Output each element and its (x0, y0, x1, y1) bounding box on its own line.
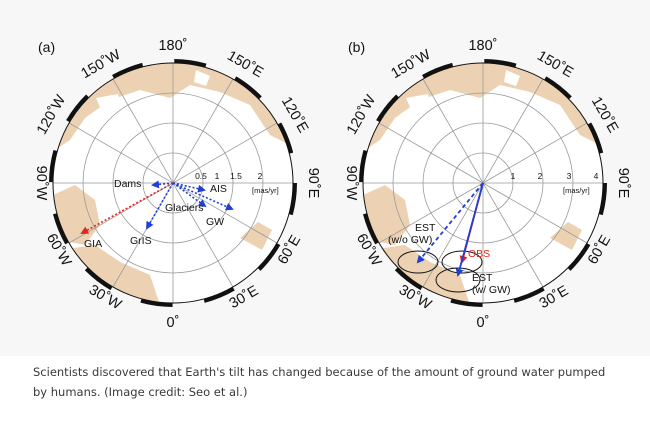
rim-label-150e: 150˚E (534, 48, 576, 81)
vector-label-gris: GrIS (130, 235, 152, 247)
rim-label-90e: 90˚E (615, 168, 631, 199)
vector-est-wo-gw (416, 182, 484, 264)
panel-b: (b) (343, 38, 631, 331)
scale-unit: [mas/yr] (252, 186, 279, 195)
scale-tick-label: 1.5 (230, 171, 242, 181)
vector-glaciers (172, 182, 207, 208)
vector-label-gw: GW (206, 216, 224, 228)
scale-tick-label: 2 (538, 171, 543, 181)
vector-gris (145, 182, 174, 230)
scale-tick-label: 1 (511, 171, 516, 181)
vector-label-obs: OBS (468, 248, 490, 260)
scale-tick-label: 3 (567, 171, 572, 181)
scale-tick-label: 0.5 (195, 171, 207, 181)
scale-tick-label: 1 (215, 171, 220, 181)
panel-a-label: (a) (38, 39, 55, 55)
vector-ais (172, 182, 206, 193)
panel-a: (a) (33, 38, 321, 331)
rim-label-0: 0˚ (167, 315, 180, 331)
vector-gw (172, 182, 234, 211)
vector-label-gia: GIA (84, 238, 102, 250)
error-ellipse-est-wo-gw (397, 250, 439, 274)
scale-tick-label: 2 (258, 171, 263, 181)
error-ellipse-est-w-gw (435, 267, 481, 293)
rim-label-180: 180˚ (158, 38, 187, 54)
panel-b-error-ellipses (397, 250, 483, 293)
rim-label-90w: 90˚W (33, 166, 49, 201)
vector-label-est-wo-gw-line1: EST (415, 222, 436, 234)
vector-est-w-gw (455, 182, 484, 277)
vector-label-glaciers: Glaciers (165, 202, 204, 214)
vector-label-dams: Dams (114, 178, 141, 190)
panel-b-vectors (416, 182, 484, 277)
vector-label-est-w-gw-line1: EST (472, 272, 493, 284)
rim-label-90w: 90˚W (343, 166, 359, 201)
figure-caption: Scientists discovered that Earth's tilt … (33, 365, 606, 399)
panel-b-map (359, 59, 607, 307)
rim-label-180: 180˚ (468, 38, 497, 54)
rim-label-120w: 120˚W (34, 92, 69, 137)
vector-label-est-w-gw-line2: (w/ GW) (472, 284, 511, 296)
figure: (a) (33, 38, 631, 331)
panel-a-vector-labels: Dams AIS Glaciers GW GrIS GIA (84, 178, 227, 250)
vector-label-est-wo-gw-line2: (w/o GW) (388, 234, 432, 246)
vector-label-ais: AIS (210, 183, 227, 195)
panel-b-scale: 1 2 3 4 [mas/yr] (511, 171, 599, 195)
rim-label-120w: 120˚W (344, 92, 379, 137)
panel-b-vector-labels: EST (w/o GW) OBS EST (w/ GW) (388, 222, 511, 296)
rim-label-150e: 150˚E (224, 48, 266, 81)
rim-label-0: 0˚ (477, 315, 490, 331)
panel-a-scale: 0.5 1 1.5 2 [mas/yr] (195, 171, 279, 195)
vector-dams (151, 180, 174, 189)
panel-a-map (49, 59, 297, 307)
panel-b-label: (b) (348, 39, 365, 55)
scale-unit: [mas/yr] (563, 186, 590, 195)
scale-tick-label: 4 (594, 171, 599, 181)
panel-a-rim (49, 59, 297, 307)
figure-canvas: (a) (33, 38, 631, 331)
panel-a-vectors (80, 180, 234, 234)
vector-gia (80, 182, 174, 234)
panel-b-rim (359, 59, 607, 307)
rim-label-90e: 90˚E (305, 168, 321, 199)
